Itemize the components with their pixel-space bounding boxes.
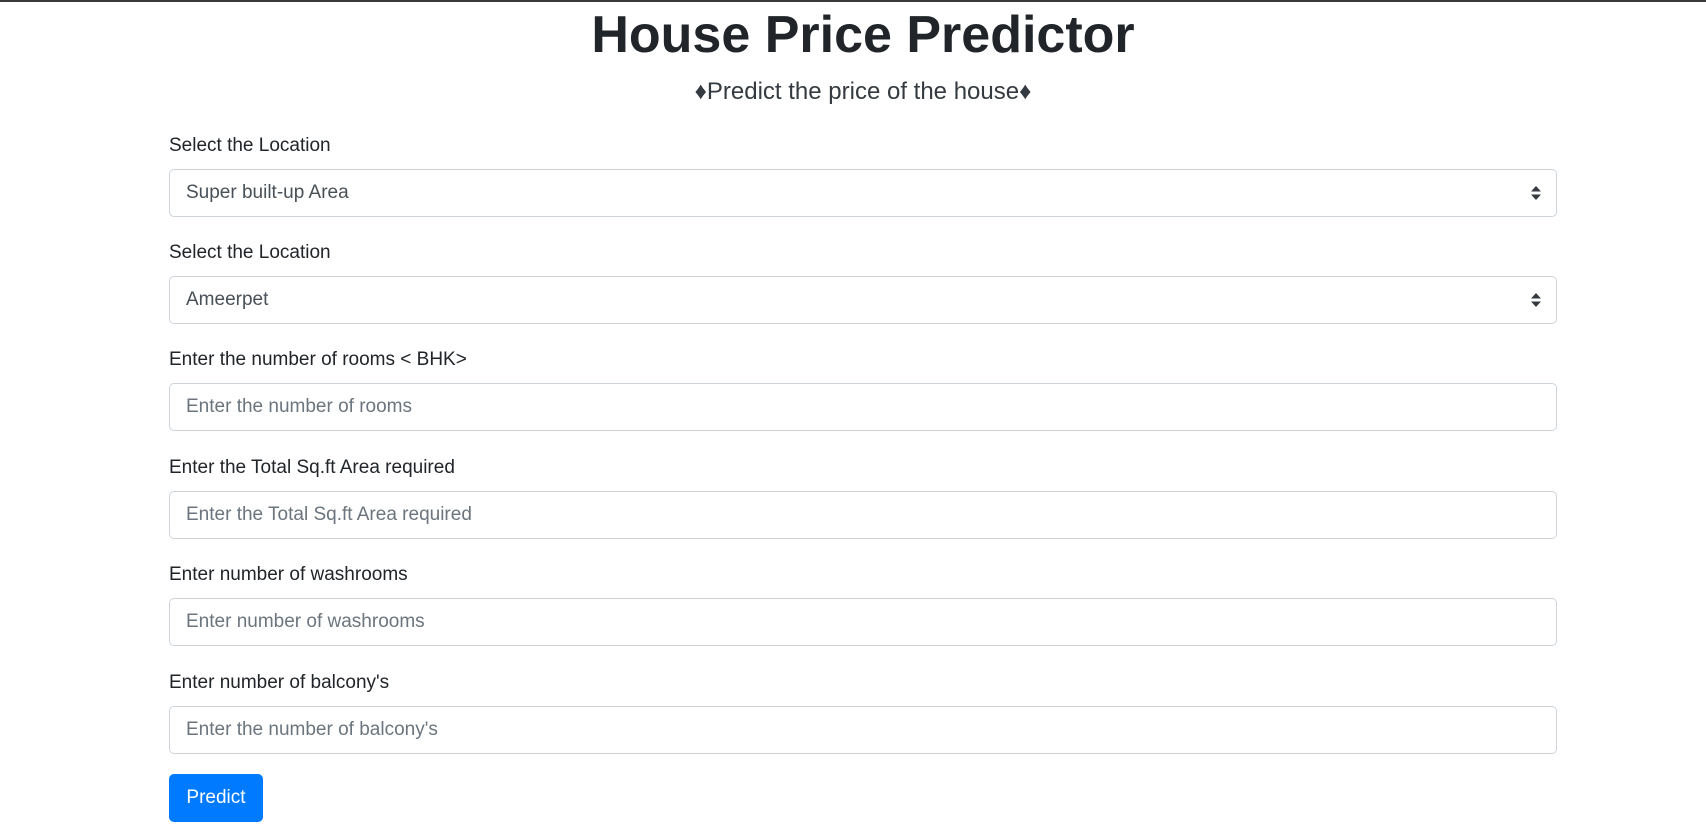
area-type-select[interactable]: Super built-up Area — [169, 169, 1557, 217]
predict-button[interactable]: Predict — [169, 774, 263, 822]
top-border — [0, 0, 1706, 2]
washrooms-label: Enter number of washrooms — [169, 564, 408, 585]
washrooms-group: Enter number of washrooms — [169, 563, 1557, 646]
page-title: House Price Predictor — [591, 6, 1135, 64]
balcony-label: Enter number of balcony's — [169, 672, 390, 693]
balcony-input[interactable] — [169, 706, 1557, 754]
sqft-label: Enter the Total Sq.ft Area required — [169, 457, 455, 478]
rooms-label: Enter the number of rooms < BHK> — [169, 349, 467, 370]
area-type-selected-value: Super built-up Area — [186, 182, 349, 203]
washrooms-input[interactable] — [169, 598, 1557, 646]
chevron-up-down-icon — [1531, 186, 1541, 200]
location-selected-value: Ameerpet — [186, 289, 269, 310]
location-select[interactable]: Ameerpet — [169, 276, 1557, 324]
balcony-group: Enter number of balcony's — [169, 671, 1557, 754]
rooms-group: Enter the number of rooms < BHK> — [169, 348, 1557, 431]
area-type-label: Select the Location — [169, 135, 331, 156]
sqft-input[interactable] — [169, 491, 1557, 539]
location-label: Select the Location — [169, 242, 331, 263]
page-subtitle: ♦Predict the price of the house♦ — [694, 78, 1032, 105]
rooms-input[interactable] — [169, 383, 1557, 431]
area-type-group: Select the Location Super built-up Area — [169, 134, 1557, 217]
location-group: Select the Location Ameerpet — [169, 241, 1557, 324]
chevron-up-down-icon — [1531, 293, 1541, 307]
sqft-group: Enter the Total Sq.ft Area required — [169, 456, 1557, 539]
